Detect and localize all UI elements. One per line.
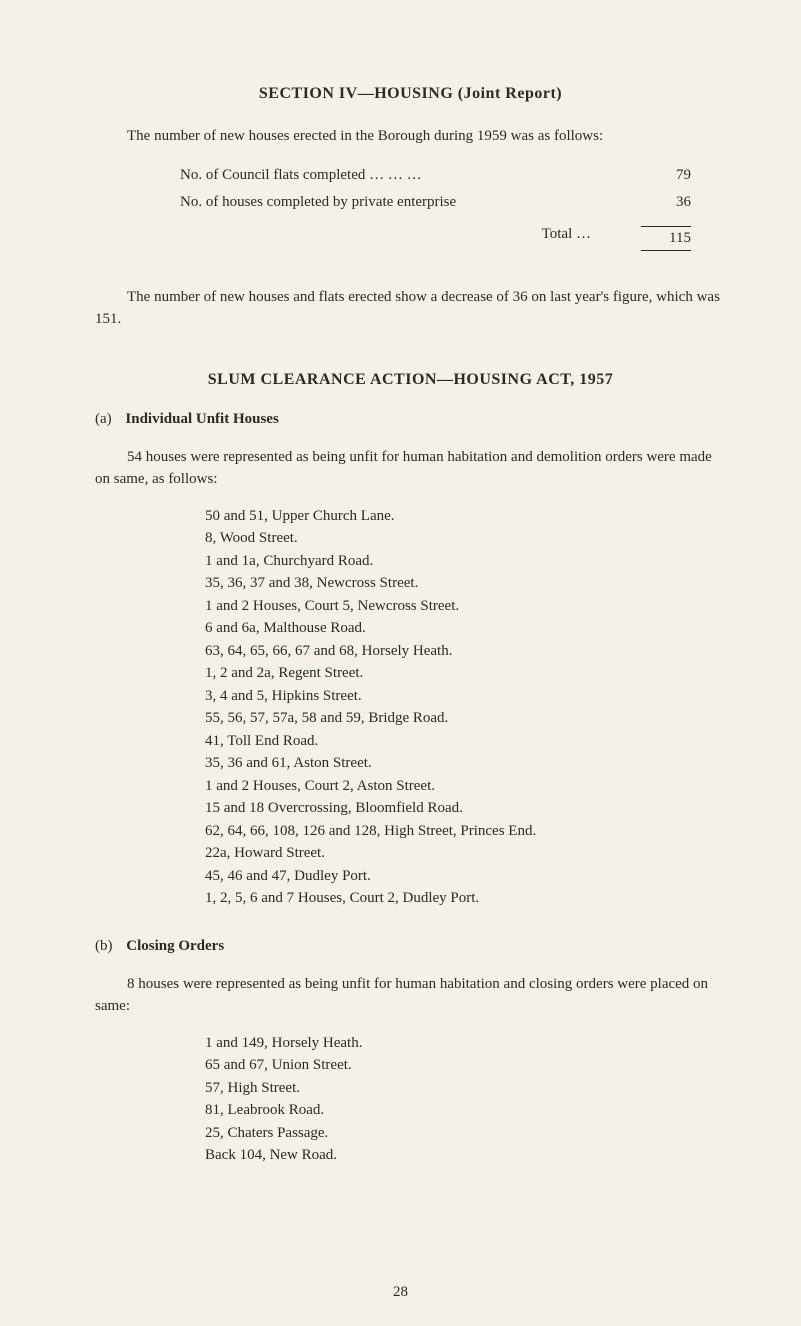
section-a-label: (a)	[95, 411, 112, 428]
total-row: Total … 115	[180, 226, 691, 251]
section-b-heading-text: Closing Orders	[126, 938, 224, 954]
address-item: 6 and 6a, Malthouse Road.	[205, 617, 726, 640]
address-item: 25, Chaters Passage.	[205, 1122, 726, 1145]
address-item: 55, 56, 57, 57a, 58 and 59, Bridge Road.	[205, 707, 726, 730]
section-a-heading: (a) Individual Unfit Houses	[95, 411, 726, 428]
section-b-heading: (b) Closing Orders	[95, 938, 726, 955]
address-item: 63, 64, 65, 66, 67 and 68, Horsely Heath…	[205, 640, 726, 663]
stats-value-2: 36	[641, 189, 691, 216]
stats-row-1: No. of Council flats completed … … … 79	[180, 162, 691, 189]
decrease-paragraph: The number of new houses and flats erect…	[95, 286, 726, 331]
address-item: 15 and 18 Overcrossing, Bloomfield Road.	[205, 797, 726, 820]
stats-label-2: No. of houses completed by private enter…	[180, 189, 641, 216]
address-item: 45, 46 and 47, Dudley Port.	[205, 865, 726, 888]
total-value: 115	[641, 226, 691, 251]
intro-paragraph: The number of new houses erected in the …	[95, 125, 726, 148]
section-b-address-list: 1 and 149, Horsely Heath. 65 and 67, Uni…	[205, 1032, 726, 1167]
address-item: 35, 36 and 61, Aston Street.	[205, 752, 726, 775]
address-item: 1 and 2 Houses, Court 5, Newcross Street…	[205, 595, 726, 618]
address-item: 1 and 2 Houses, Court 2, Aston Street.	[205, 775, 726, 798]
address-item: 1, 2, 5, 6 and 7 Houses, Court 2, Dudley…	[205, 887, 726, 910]
address-item: 1 and 149, Horsely Heath.	[205, 1032, 726, 1055]
total-label: Total …	[180, 226, 641, 251]
address-item: 65 and 67, Union Street.	[205, 1054, 726, 1077]
address-item: 8, Wood Street.	[205, 527, 726, 550]
address-item: 3, 4 and 5, Hipkins Street.	[205, 685, 726, 708]
address-item: Back 104, New Road.	[205, 1144, 726, 1167]
address-item: 41, Toll End Road.	[205, 730, 726, 753]
address-item: 35, 36, 37 and 38, Newcross Street.	[205, 572, 726, 595]
section-b-intro: 8 houses were represented as being unfit…	[95, 973, 726, 1018]
address-item: 1, 2 and 2a, Regent Street.	[205, 662, 726, 685]
stats-value-1: 79	[641, 162, 691, 189]
subsection-title: SLUM CLEARANCE ACTION—HOUSING ACT, 1957	[95, 371, 726, 389]
section-b-label: (b)	[95, 938, 113, 955]
address-item: 57, High Street.	[205, 1077, 726, 1100]
section-title: SECTION IV—HOUSING (Joint Report)	[95, 85, 726, 103]
address-item: 1 and 1a, Churchyard Road.	[205, 550, 726, 573]
section-a-heading-text: Individual Unfit Houses	[125, 411, 278, 427]
address-item: 62, 64, 66, 108, 126 and 128, High Stree…	[205, 820, 726, 843]
section-a-intro: 54 houses were represented as being unfi…	[95, 446, 726, 491]
section-a-address-list: 50 and 51, Upper Church Lane. 8, Wood St…	[205, 505, 726, 910]
address-item: 81, Leabrook Road.	[205, 1099, 726, 1122]
stats-label-1: No. of Council flats completed … … …	[180, 162, 641, 189]
address-item: 50 and 51, Upper Church Lane.	[205, 505, 726, 528]
address-item: 22a, Howard Street.	[205, 842, 726, 865]
stats-row-2: No. of houses completed by private enter…	[180, 189, 691, 216]
page-number: 28	[393, 1284, 408, 1301]
